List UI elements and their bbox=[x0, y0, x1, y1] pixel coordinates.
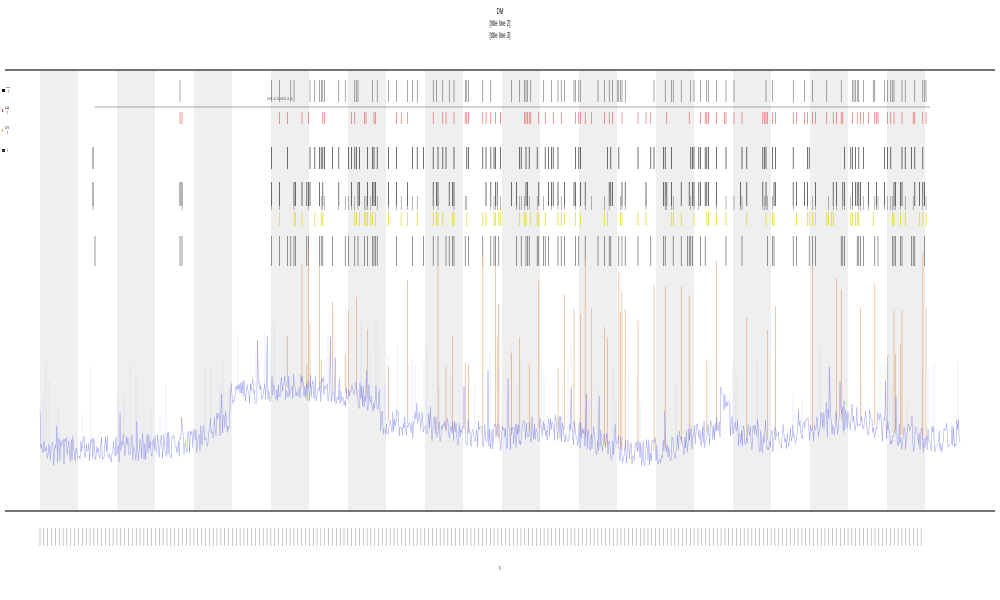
legend-item: -- bbox=[2, 140, 12, 160]
shaded-band bbox=[271, 70, 309, 511]
legend-swatch bbox=[2, 108, 3, 112]
legend: -- I -- E -- S -- bbox=[2, 80, 12, 160]
shaded-band bbox=[810, 70, 848, 511]
legend-swatch bbox=[2, 148, 5, 152]
shaded-band bbox=[40, 70, 78, 511]
legend-item: -- I bbox=[2, 80, 12, 100]
legend-item: -- S bbox=[2, 120, 12, 140]
shaded-band bbox=[348, 70, 386, 511]
shaded-band bbox=[425, 70, 463, 511]
chart-subtitle-2: [title line 3] bbox=[489, 31, 511, 40]
legend-label: -- bbox=[4, 148, 11, 152]
legend-label: -- I bbox=[5, 86, 12, 94]
shaded-band bbox=[656, 70, 694, 511]
chart-title: DM bbox=[496, 7, 504, 16]
chart-titles: DM [title line 2] [title line 3] bbox=[0, 6, 1000, 42]
chart-subtitle-1: [title line 2] bbox=[489, 19, 511, 28]
annotation: DS 2.2 DS 2.6 bbox=[267, 96, 293, 101]
legend-label: -- S bbox=[4, 125, 11, 135]
legend-item: -- E bbox=[2, 100, 12, 120]
legend-swatch bbox=[2, 128, 3, 132]
legend-swatch bbox=[2, 88, 5, 92]
signal-line bbox=[39, 336, 961, 466]
legend-label: -- E bbox=[4, 105, 11, 115]
x-axis-label: t bbox=[499, 566, 501, 572]
